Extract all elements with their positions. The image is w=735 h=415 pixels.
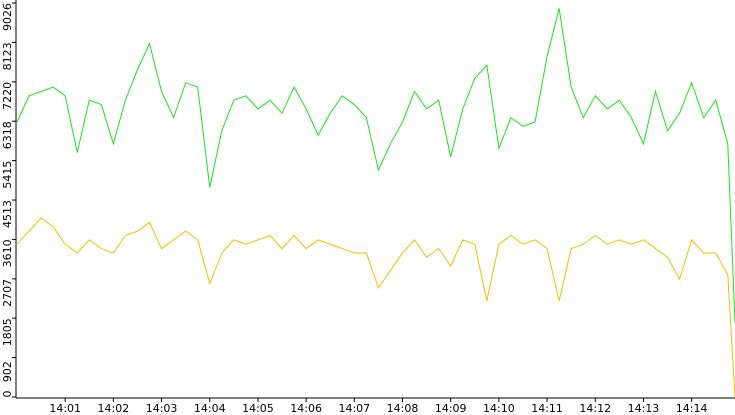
x-tick-label: 14:04 [194, 402, 226, 415]
y-tick-label: 9026 [1, 3, 14, 31]
y-tick-label: 8123 [1, 42, 14, 70]
y-tick-label: 4513 [1, 200, 14, 228]
y-tick-label: 0 [1, 391, 14, 398]
x-tick-label: 14:11 [531, 402, 563, 415]
series-line [16, 217, 735, 398]
y-tick-label: 2707 [1, 279, 14, 307]
x-tick-label: 14:02 [98, 402, 130, 415]
x-tick-label: 14:13 [628, 402, 660, 415]
y-tick-label: 7220 [1, 82, 14, 110]
y-tick-label: 902 [1, 361, 14, 382]
x-tick-label: 14:05 [242, 402, 274, 415]
x-tick-label: 14:08 [387, 402, 419, 415]
series-line [16, 8, 735, 323]
y-tick-label: 6318 [1, 121, 14, 149]
x-tick-label: 14:03 [146, 402, 178, 415]
x-tick-label: 14:10 [483, 402, 515, 415]
y-tick-label: 3610 [1, 239, 14, 267]
x-tick-label: 14:06 [290, 402, 322, 415]
y-tick-label: 1805 [1, 318, 14, 346]
x-tick-label: 14:07 [338, 402, 370, 415]
x-tick-label: 14:01 [49, 402, 81, 415]
x-tick-label: 14:14 [676, 402, 708, 415]
x-tick-label: 14:12 [579, 402, 611, 415]
x-tick-label: 14:09 [435, 402, 467, 415]
y-tick-label: 5415 [1, 161, 14, 189]
